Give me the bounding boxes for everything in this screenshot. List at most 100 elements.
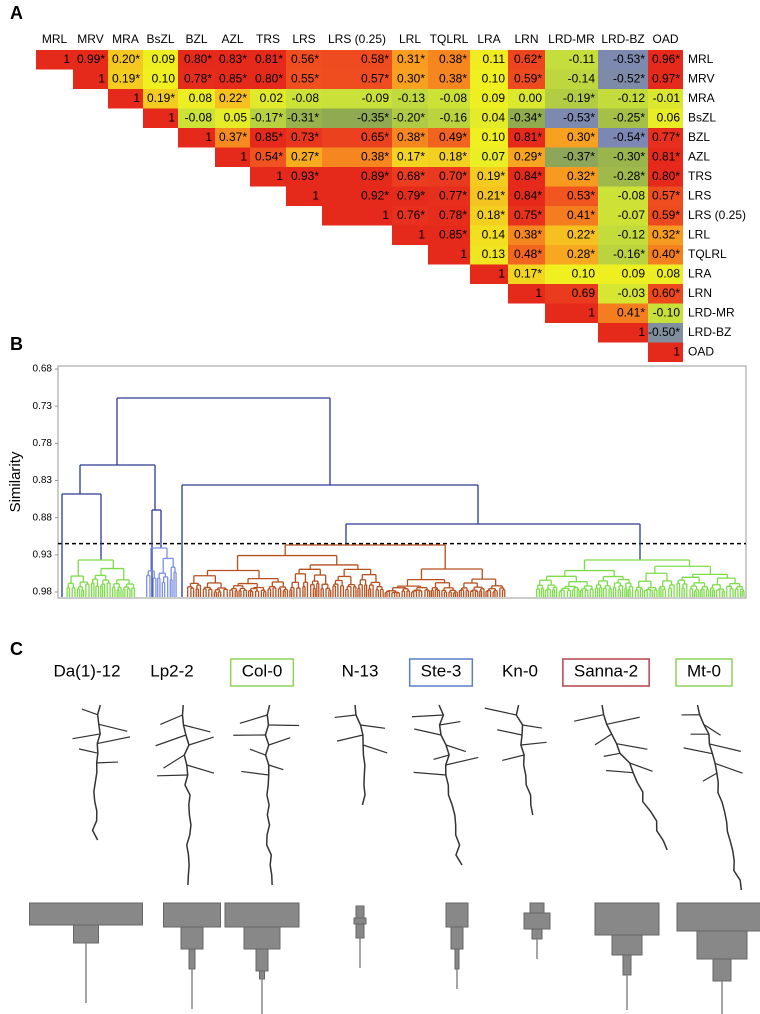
cell-value: -0.12: [618, 91, 646, 105]
heat-cell: [428, 128, 470, 148]
heat-cell: [508, 186, 545, 206]
cell-value: 0.00: [519, 91, 543, 105]
root-profile-tier: [243, 926, 281, 950]
accession-box: [408, 658, 474, 687]
cell-value: 0.18*: [439, 149, 467, 163]
column-header: TQLRL: [430, 32, 469, 46]
cell-value: 0.37*: [219, 130, 247, 144]
cell-value: 0.32*: [652, 227, 680, 241]
cell-value: 0.55*: [291, 71, 319, 85]
cell-value: 0.78*: [439, 208, 467, 222]
heat-cell: [286, 128, 322, 148]
cell-value: 0.80*: [184, 52, 212, 66]
heat-cell: [598, 186, 648, 206]
cell-value: -0.52*: [613, 71, 645, 85]
row-label: AZL: [688, 149, 710, 163]
heat-cell: [178, 69, 215, 89]
heat-cell: [215, 108, 250, 128]
cell-value: -0.08: [618, 188, 646, 202]
cell-value: 0.58*: [361, 52, 389, 66]
heat-cell: [598, 128, 648, 148]
cell-value: -0.54*: [613, 130, 645, 144]
cell-value: 1: [418, 227, 425, 241]
heat-cell: [648, 167, 683, 187]
root-drawing: [696, 704, 743, 891]
lateral-root: [616, 743, 648, 750]
heat-cell: [598, 206, 648, 226]
cell-value: 0.81*: [514, 130, 542, 144]
heat-cell: [648, 108, 683, 128]
row-label: BZL: [688, 130, 710, 144]
cell-value: 0.09: [482, 91, 506, 105]
heat-cell: [470, 128, 508, 148]
panel-label: A: [10, 3, 23, 23]
root-drawing: [264, 704, 273, 886]
cell-value: 0.02: [260, 91, 284, 105]
heat-cell: [322, 167, 392, 187]
heat-cell: [598, 284, 648, 304]
accession-box: [562, 658, 650, 687]
y-tick-label: 0.98: [33, 587, 53, 598]
cell-value: 0.59*: [514, 71, 542, 85]
cell-value: 0.06: [657, 110, 681, 124]
cell-value: 0.07: [482, 149, 506, 163]
cell-value: 0.22*: [219, 91, 247, 105]
cell-value: 0.85*: [439, 227, 467, 241]
cell-value: -0.14: [568, 71, 596, 85]
y-tick-label: 0.73: [33, 401, 53, 412]
heat-cell: [392, 206, 428, 226]
lateral-root: [78, 748, 98, 754]
root-profile-tier: [255, 948, 269, 972]
heat-cell: [286, 50, 322, 70]
cell-value: -0.16*: [613, 247, 645, 261]
cell-value: -0.09: [362, 91, 390, 105]
heat-cell: [250, 69, 286, 89]
root-profile-tier: [529, 902, 545, 914]
row-label: LRS (0.25): [688, 208, 746, 222]
row-label: LRS: [688, 188, 711, 202]
heat-cell: [178, 128, 215, 148]
lateral-root: [360, 724, 386, 729]
root-drawing: [354, 704, 366, 806]
lateral-root: [522, 724, 543, 729]
heat-cell: [648, 284, 683, 304]
cell-value: 0.32*: [567, 169, 595, 183]
cell-value: 0.17*: [514, 266, 542, 280]
heat-cell: [508, 167, 545, 187]
cell-value: 0.77*: [439, 188, 467, 202]
cell-value: -0.30*: [613, 149, 645, 163]
heat-cell: [648, 342, 683, 362]
lateral-root: [497, 729, 523, 736]
cell-value: 0.92*: [361, 188, 389, 202]
cell-value: -0.01: [653, 91, 681, 105]
accession-box: [229, 658, 295, 687]
accession-label: Lp2-2: [150, 661, 193, 680]
lateral-root: [334, 714, 357, 719]
lateral-root: [157, 774, 188, 777]
cell-value: -0.17*: [251, 110, 283, 124]
column-header: BsZL: [146, 32, 174, 46]
cell-value: -0.20*: [393, 110, 425, 124]
cell-value: 0.10: [152, 71, 176, 85]
heat-cell: [250, 50, 286, 70]
cell-value: 1: [638, 325, 645, 339]
row-label: LRD-BZ: [688, 325, 731, 339]
lateral-root: [155, 734, 187, 747]
heat-cell: [545, 89, 598, 109]
heat-cell: [215, 50, 250, 70]
heat-cell: [143, 108, 178, 128]
heat-cell: [322, 69, 392, 89]
heat-cell: [508, 206, 545, 226]
heat-cell: [545, 167, 598, 187]
heat-cell: [598, 167, 648, 187]
root-profile-tier: [622, 954, 632, 976]
y-tick-label: 0.68: [33, 364, 53, 375]
heat-cell: [545, 284, 598, 304]
lateral-root: [433, 754, 450, 760]
heat-cell: [648, 128, 683, 148]
heat-cell: [392, 147, 428, 167]
root-drawing: [181, 704, 192, 886]
heat-cell: [108, 69, 143, 89]
heat-cell: [36, 50, 73, 70]
cell-value: 0.19*: [112, 71, 140, 85]
